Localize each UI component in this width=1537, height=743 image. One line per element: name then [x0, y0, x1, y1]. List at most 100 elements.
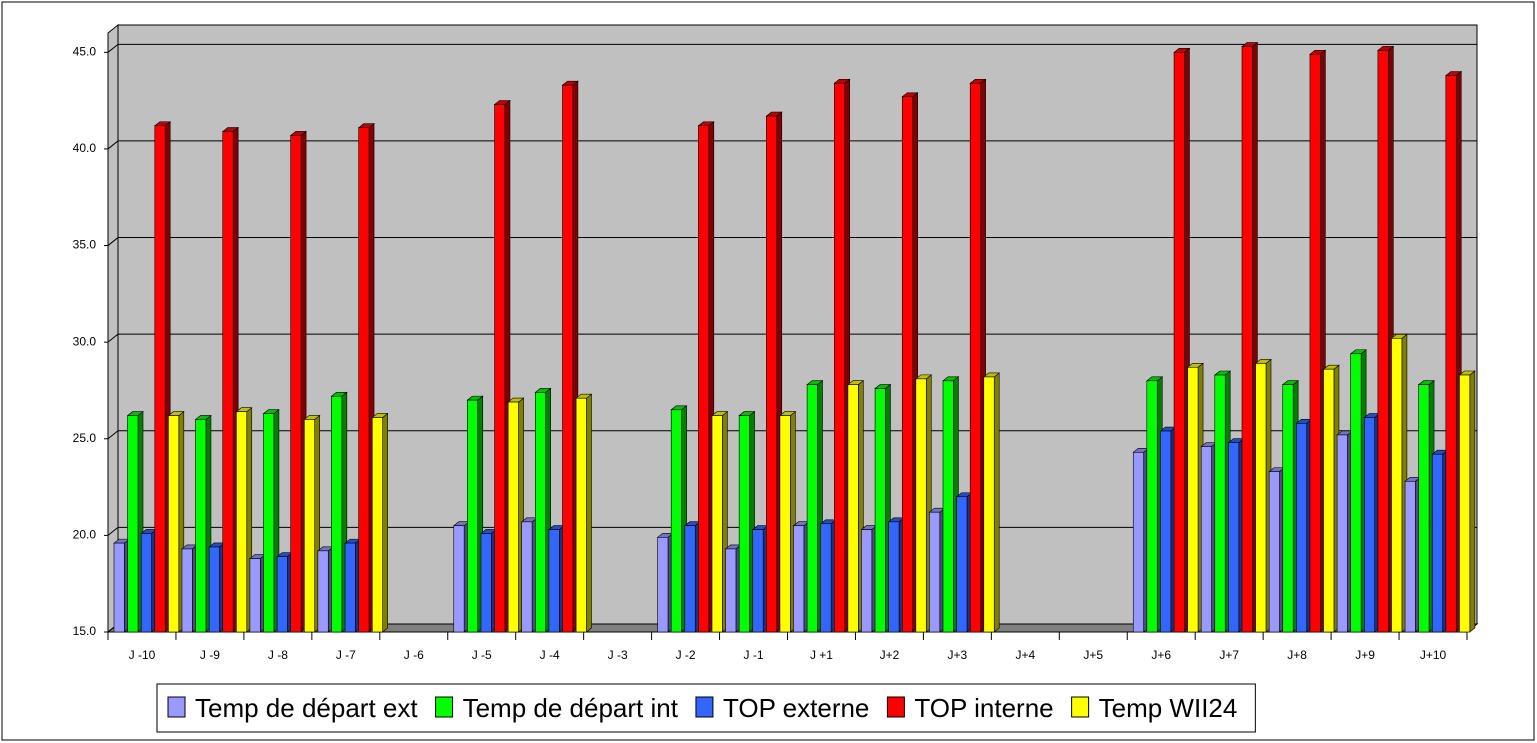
- bar: [861, 529, 873, 633]
- bar: [1200, 446, 1212, 633]
- grid-line: [107, 140, 1477, 150]
- x-tick-label: J +1: [810, 648, 833, 662]
- bar: [1404, 480, 1416, 633]
- bar: [1146, 380, 1158, 633]
- legend-label: Temp WII24: [1099, 693, 1238, 723]
- grid-line: [107, 430, 1477, 440]
- legend-swatch: [886, 696, 905, 718]
- bar: [1323, 368, 1335, 633]
- bar: [507, 401, 519, 633]
- bar: [1268, 471, 1280, 633]
- bar: [1309, 53, 1321, 633]
- bar: [154, 125, 166, 633]
- bar: [113, 542, 125, 633]
- bar: [371, 417, 383, 633]
- bar: [1336, 434, 1348, 633]
- bar: [344, 542, 356, 633]
- bar: [575, 397, 587, 633]
- x-tick-label: J -9: [200, 648, 220, 662]
- bar: [698, 125, 710, 633]
- bar: [208, 546, 220, 633]
- bar: [1132, 451, 1144, 633]
- bar: [331, 395, 343, 633]
- legend-label: Temp de départ int: [463, 693, 679, 723]
- bar: [1214, 374, 1226, 633]
- bar: [168, 415, 180, 633]
- bar-side: [586, 393, 592, 633]
- bar: [1364, 417, 1376, 633]
- x-tick-label: J -2: [676, 648, 696, 662]
- legend-swatch: [695, 696, 714, 718]
- y-tick-label: 35.0: [73, 238, 97, 252]
- bar: [711, 415, 723, 633]
- bar: [684, 525, 696, 633]
- x-tick-label: J+7: [1219, 648, 1239, 662]
- bar: [276, 556, 288, 633]
- grid-line: [107, 237, 1477, 246]
- bar: [1228, 442, 1240, 633]
- y-tick-label: 25.0: [73, 431, 97, 445]
- y-tick-label: 20.0: [73, 528, 97, 542]
- bar: [1350, 353, 1362, 633]
- legend-label: TOP externe: [723, 693, 869, 723]
- legend-swatch: [435, 696, 454, 718]
- bar: [1418, 384, 1430, 633]
- bar: [874, 388, 886, 633]
- y-tick-label: 45.0: [73, 44, 97, 58]
- bar-side: [1469, 370, 1476, 633]
- bar: [1160, 430, 1172, 633]
- x-tick-label: J -10: [129, 648, 156, 662]
- bar: [738, 415, 750, 633]
- bar: [766, 115, 778, 633]
- bar: [670, 409, 682, 633]
- bar: [317, 550, 329, 633]
- bar: [657, 537, 669, 633]
- bar: [752, 529, 764, 633]
- x-tick-label: J -8: [268, 648, 288, 662]
- x-tick-label: J -3: [608, 648, 628, 662]
- bar: [534, 392, 546, 633]
- x-tick-label: J -6: [404, 648, 424, 662]
- bar: [1459, 374, 1471, 633]
- bar: [847, 384, 859, 633]
- x-tick-label: J+3: [948, 648, 968, 662]
- bar: [521, 521, 533, 633]
- legend-label: Temp de départ ext: [195, 693, 418, 723]
- bar: [1391, 337, 1403, 633]
- bar: [969, 82, 981, 633]
- bar: [929, 511, 941, 633]
- bar: [942, 380, 954, 633]
- bar: [901, 96, 913, 633]
- bar: [249, 558, 261, 633]
- x-tick-label: J+2: [880, 648, 900, 662]
- bar: [140, 533, 152, 633]
- bar: [833, 82, 845, 633]
- bar: [1377, 50, 1389, 633]
- bar: [222, 131, 234, 633]
- x-tick-label: J+10: [1420, 648, 1447, 662]
- bar: [303, 419, 315, 633]
- x-tick-label: J+6: [1151, 648, 1171, 662]
- bar: [793, 525, 805, 633]
- bar: [562, 84, 574, 633]
- x-tick-label: J+8: [1287, 648, 1307, 662]
- bar: [915, 378, 927, 633]
- y-tick-label: 40.0: [73, 141, 97, 155]
- bar: [1173, 52, 1185, 633]
- bar: [1431, 453, 1443, 633]
- x-tick-label: J+9: [1355, 648, 1375, 662]
- bar: [1241, 46, 1253, 633]
- legend-swatch: [167, 696, 186, 718]
- bar: [263, 413, 275, 633]
- bar: [453, 525, 465, 633]
- bar: [1282, 384, 1294, 633]
- bar: [1296, 423, 1308, 633]
- bar: [236, 411, 248, 633]
- bar: [888, 521, 900, 633]
- x-tick-label: J -1: [744, 648, 764, 662]
- bar-side: [993, 372, 1000, 633]
- y-tick-label: 30.0: [73, 334, 97, 348]
- bar: [467, 399, 479, 633]
- bar: [1255, 363, 1267, 633]
- bar-side: [382, 412, 388, 633]
